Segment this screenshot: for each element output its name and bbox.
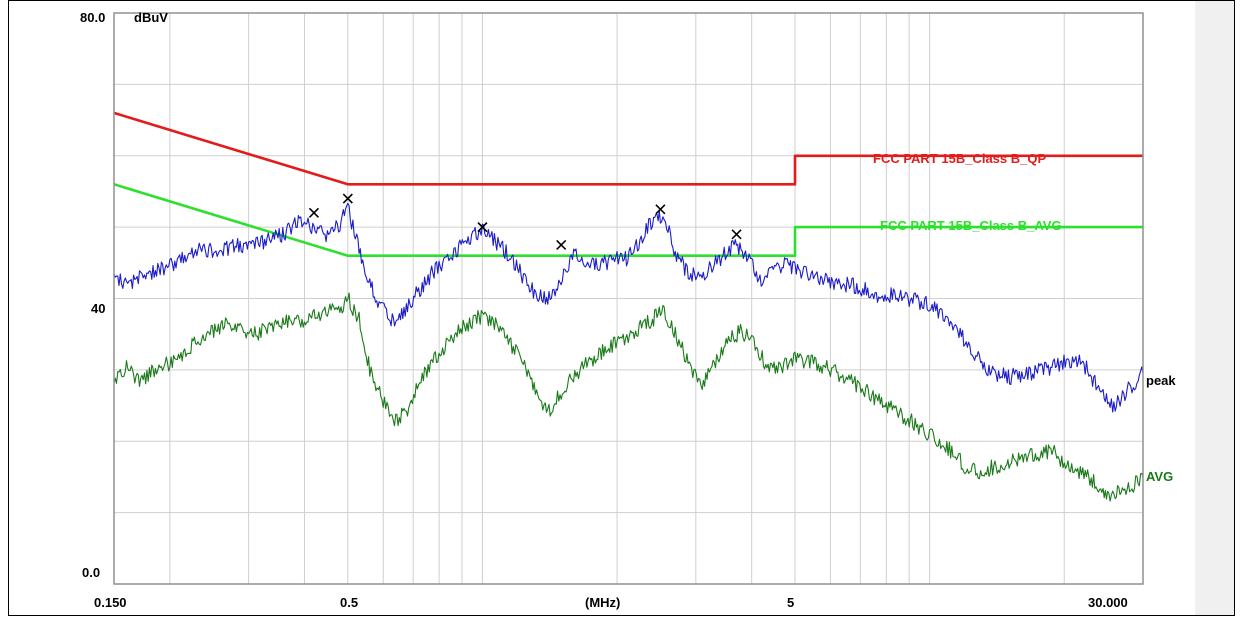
peak-marker [731,229,742,240]
series-line-fcc-part-15b-class-b-avg [113,183,1143,257]
peak-marker-stroke [556,239,567,251]
x-tick-label-30: 30.000 [1088,595,1128,610]
legend-qp-limit: FCC PART 15B_Class B_QP [873,151,1046,166]
peak-marker [342,193,353,204]
peak-marker-stroke [655,204,666,215]
peak-marker [477,222,488,233]
y-tick-label-mid: 40 [91,301,105,316]
peak-marker-stroke [477,222,488,233]
x-tick-label-0.5: 0.5 [340,595,358,610]
peak-marker-stroke [342,193,353,204]
marker-layer [308,193,742,251]
series-layer [113,111,1144,502]
legend-peak: peak [1146,373,1176,388]
x-axis-unit: (MHz) [585,595,620,610]
x-tick-label-5: 5 [787,595,794,610]
legend-avg-limit: FCC PART 15B_Class B_AVG [880,218,1062,233]
plot-border [113,12,1144,585]
peak-marker-stroke [308,207,320,218]
peak-marker [556,239,567,251]
y-tick-label-bottom: 0.0 [82,565,100,580]
y-axis-unit: dBuV [134,10,168,25]
y-tick-label-top: 80.0 [80,10,105,25]
right-panel [1195,1,1234,615]
series-line-peak [113,202,1144,413]
label-layer: 80.0 dBuV 40 0.0 0.150 0.5 (MHz) 5 30.00… [80,10,1176,610]
series-line-fcc-part-15b-class-b-qp [113,111,1143,186]
peak-marker [655,204,666,215]
legend-avg: AVG [1146,469,1173,484]
peak-marker [308,207,320,218]
x-tick-label-0.150: 0.150 [94,595,127,610]
peak-marker-stroke [731,229,742,240]
series-line-avg [113,292,1144,502]
